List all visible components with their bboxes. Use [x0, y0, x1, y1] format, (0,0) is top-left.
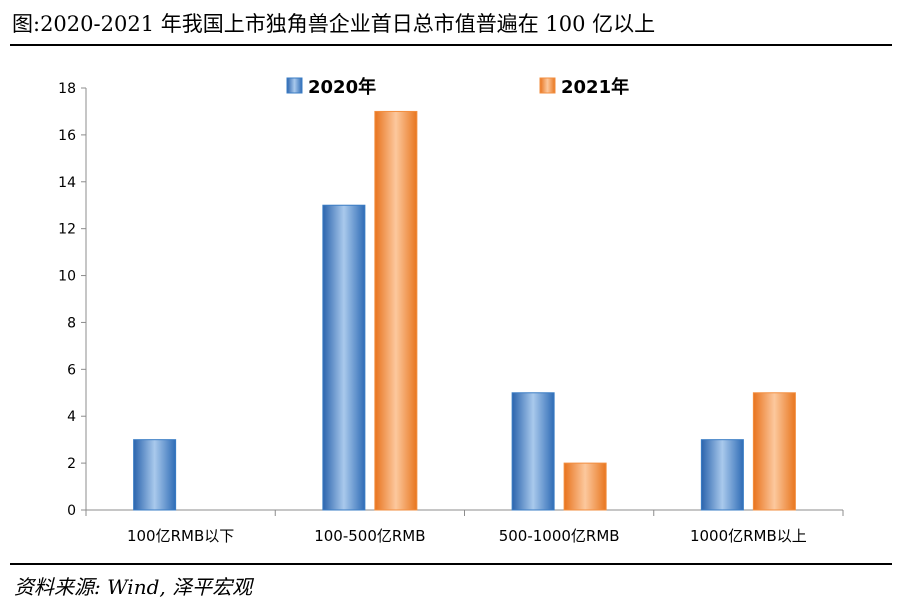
- x-category-label: 500-1000亿RMB: [499, 527, 620, 545]
- y-tick-label: 12: [58, 222, 76, 238]
- legend-swatch: [286, 77, 303, 94]
- bar-2021-3: [752, 392, 796, 511]
- y-tick-label: 10: [58, 269, 76, 285]
- y-tick-label: 4: [67, 409, 76, 425]
- bar-2021-2: [563, 462, 607, 511]
- x-category-label: 100-500亿RMB: [314, 527, 425, 545]
- legend-label: 2020年: [308, 76, 376, 98]
- bar-2020-1: [322, 204, 366, 511]
- y-tick-label: 16: [58, 128, 76, 144]
- bar-2020-3: [700, 439, 744, 511]
- legend-item-1: 2021年: [539, 76, 629, 98]
- bottom-rule: [10, 563, 892, 565]
- y-tick-label: 0: [67, 503, 76, 519]
- y-tick-label: 8: [67, 315, 76, 331]
- source-note: 资料来源: Wind, 泽平宏观: [14, 575, 253, 599]
- x-category-label: 1000亿RMB以上: [690, 527, 807, 545]
- bar-2020-2: [511, 392, 555, 511]
- x-category-label: 100亿RMB以下: [127, 527, 234, 545]
- y-tick-label: 6: [67, 362, 76, 378]
- chart-bars: [133, 110, 796, 511]
- y-tick-label: 2: [67, 456, 76, 472]
- bar-2021-1: [374, 110, 418, 511]
- top-rule: [10, 44, 892, 46]
- bar-chart: 0 2 4 6 8 10 12 14 16 18 100亿RMB以下 100-500亿RMB 500-…: [58, 76, 844, 545]
- figure-title: 图:2020-2021 年我国上市独角兽企业首日总市值普遍在 100 亿以上: [12, 12, 656, 36]
- y-tick-label: 14: [58, 175, 76, 191]
- legend-label: 2021年: [561, 76, 629, 98]
- bar-2020-0: [133, 439, 177, 511]
- x-axis-labels: 100亿RMB以下 100-500亿RMB 500-1000亿RMB 1000亿RMB…: [127, 527, 807, 545]
- y-axis-ticks: 0 2 4 6 8 10 12 14 16 18: [58, 81, 86, 519]
- legend-item-0: 2020年: [286, 76, 376, 98]
- chart-legend: 2020年 2021年: [286, 76, 629, 98]
- y-tick-label: 18: [58, 81, 76, 97]
- legend-swatch: [539, 77, 556, 94]
